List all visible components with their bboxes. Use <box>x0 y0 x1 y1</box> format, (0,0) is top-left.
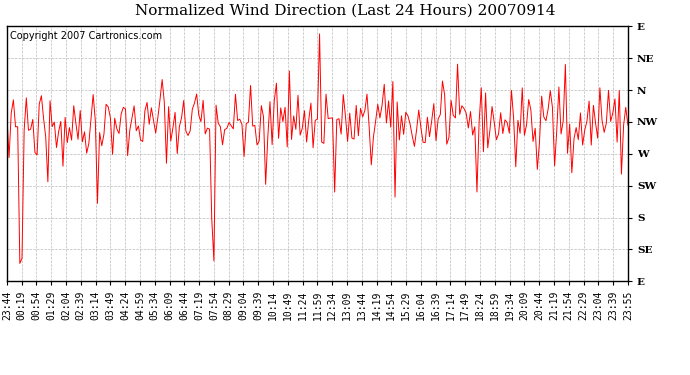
Text: Normalized Wind Direction (Last 24 Hours) 20070914: Normalized Wind Direction (Last 24 Hours… <box>135 4 555 18</box>
Text: Copyright 2007 Cartronics.com: Copyright 2007 Cartronics.com <box>10 32 162 41</box>
